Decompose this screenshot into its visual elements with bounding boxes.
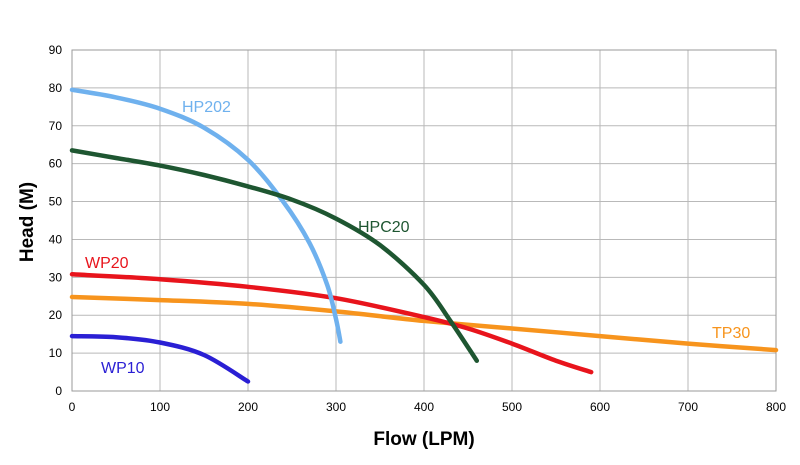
x-axis-title: Flow (LPM) [373, 429, 474, 450]
grid [71, 49, 777, 392]
series-label-hp202: HP202 [182, 99, 231, 116]
x-tick-label: 200 [238, 400, 258, 414]
series-line-tp30 [69, 294, 779, 353]
series-line-hp202 [69, 87, 343, 344]
y-tick-label: 20 [49, 308, 63, 322]
y-tick-label: 60 [49, 157, 63, 171]
series-label-wp20: WP20 [85, 255, 129, 272]
tick-labels: 0 100 200 300 400 500 600 700 800 0 10 20 30 40 50 60 70… [49, 43, 787, 414]
plot-border [71, 49, 777, 392]
series-line-wp20 [69, 272, 594, 375]
series-line-wp10 [69, 333, 251, 384]
x-tick-label: 300 [326, 400, 346, 414]
x-tick-label: 400 [414, 400, 434, 414]
x-tick-label: 800 [766, 400, 786, 414]
x-tick-label: 100 [150, 400, 170, 414]
series-label-wp10: WP10 [101, 360, 145, 377]
series-lines [69, 87, 779, 384]
y-tick-label: 70 [49, 119, 63, 133]
y-tick-label: 40 [49, 232, 63, 246]
series-label-hpc20: HPC20 [358, 219, 410, 236]
series-line-hpc20 [69, 148, 480, 363]
series-labels: HP202 HPC20 WP20 TP30 WP10 [85, 99, 750, 377]
series-label-tp30: TP30 [712, 325, 750, 342]
x-tick-label: 600 [590, 400, 610, 414]
y-tick-label: 80 [49, 81, 63, 95]
x-tick-label: 500 [502, 400, 522, 414]
x-tick-label: 700 [678, 400, 698, 414]
y-tick-label: 0 [55, 384, 62, 398]
y-tick-label: 50 [49, 195, 63, 209]
y-tick-label: 10 [49, 346, 63, 360]
x-tick-label: 0 [69, 400, 76, 414]
y-tick-label: 30 [49, 270, 63, 284]
y-axis-title: Head (M) [17, 182, 38, 262]
y-tick-label: 90 [49, 43, 63, 57]
